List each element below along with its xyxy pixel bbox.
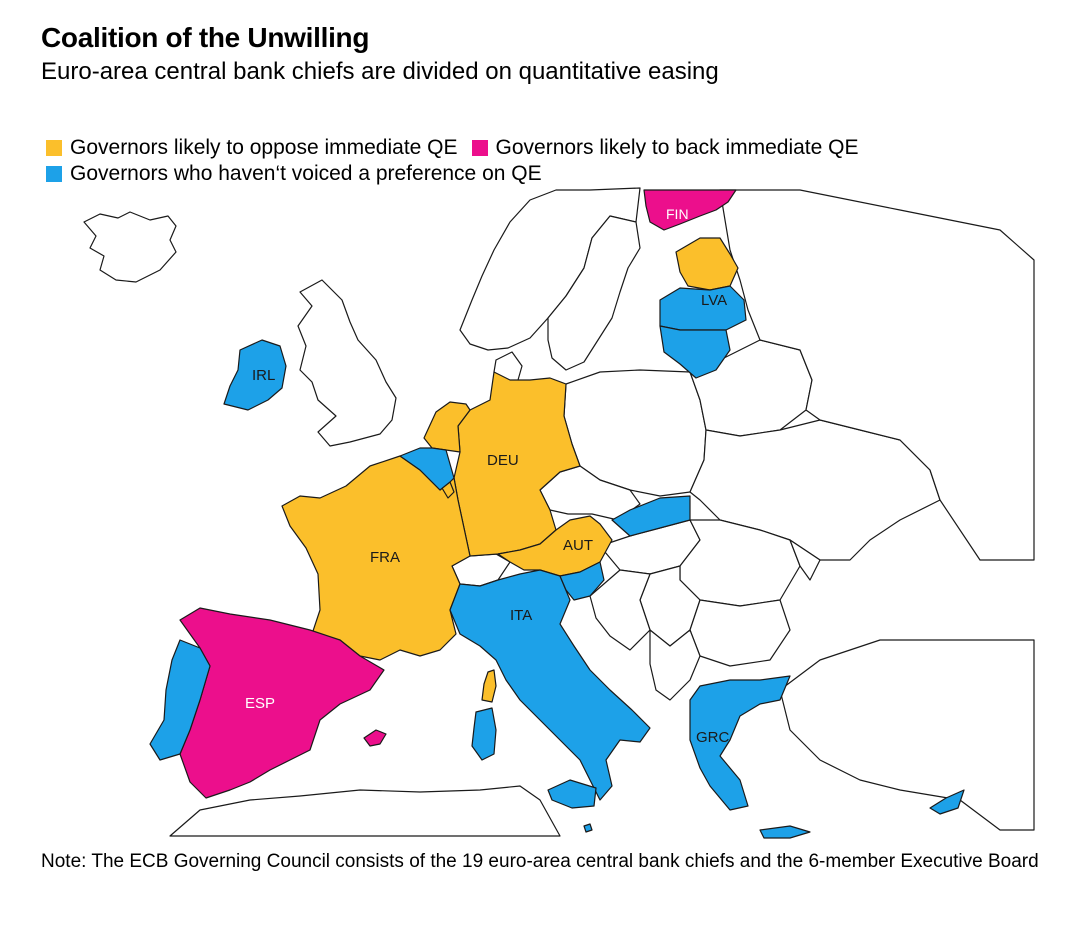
- island-sardinia: [471, 707, 497, 761]
- country-belgium: [399, 447, 455, 491]
- label-lva: LVA: [701, 292, 727, 309]
- country-netherlands: [423, 401, 471, 453]
- country-slovenia: [559, 561, 605, 601]
- country-portugal: [149, 639, 211, 761]
- legend-item-back: Governors likely to back immediate QE: [471, 136, 859, 160]
- legend-label-oppose: Governors likely to oppose immediate QE: [70, 136, 458, 159]
- island-malta: [583, 823, 593, 833]
- country-greece: [689, 675, 791, 811]
- back-countries: [179, 189, 737, 799]
- chart-subtitle: Euro-area central bank chiefs are divide…: [41, 58, 719, 85]
- country-bulgaria: [689, 599, 791, 667]
- label-ita: ITA: [510, 607, 532, 624]
- country-slovakia: [611, 495, 691, 537]
- legend-label-back: Governors likely to back immediate QE: [495, 136, 859, 159]
- country-iceland: [83, 211, 177, 283]
- oppose-countries: [281, 237, 739, 703]
- legend-swatch-back: [471, 140, 488, 156]
- legend: Governors likely to oppose immediate QE …: [46, 135, 872, 187]
- label-irl: IRL: [252, 367, 275, 384]
- legend-swatch-oppose: [46, 140, 62, 156]
- country-uk: [297, 279, 397, 447]
- label-grc: GRC: [696, 729, 730, 746]
- country-italy: [449, 569, 651, 801]
- island-corsica: [481, 669, 497, 703]
- country-morocco-algeria: [169, 785, 561, 837]
- label-fra: FRA: [370, 549, 400, 566]
- country-sweden: [547, 215, 641, 371]
- island-crete: [759, 825, 811, 839]
- no-preference-countries: [149, 285, 965, 839]
- country-turkey: [779, 639, 1035, 831]
- legend-swatch-no-preference: [46, 166, 62, 182]
- island-sicily: [547, 779, 597, 809]
- country-finland: [643, 189, 737, 231]
- country-ireland: [223, 339, 287, 411]
- country-estonia: [675, 237, 739, 291]
- chart-title: Coalition of the Unwilling: [41, 22, 370, 53]
- legend-item-no-preference: Governors who haven‘t voiced a preferenc…: [46, 162, 542, 186]
- island-cyprus: [929, 789, 965, 815]
- country-moldova: [789, 539, 821, 581]
- country-russia: [719, 189, 1035, 561]
- footer-note: Note: The ECB Governing Council consists…: [41, 851, 1039, 872]
- legend-label-no-preference: Governors who haven‘t voiced a preferenc…: [70, 162, 542, 185]
- legend-item-oppose: Governors likely to oppose immediate QE: [46, 136, 458, 160]
- country-albania-mk: [649, 629, 701, 701]
- country-lithuania: [659, 325, 731, 379]
- label-fin: FIN: [666, 206, 689, 222]
- label-deu: DEU: [487, 452, 519, 469]
- island-balearic: [363, 729, 387, 747]
- non-euro-countries: [83, 187, 1035, 837]
- label-aut: AUT: [563, 537, 593, 554]
- label-esp: ESP: [245, 695, 275, 712]
